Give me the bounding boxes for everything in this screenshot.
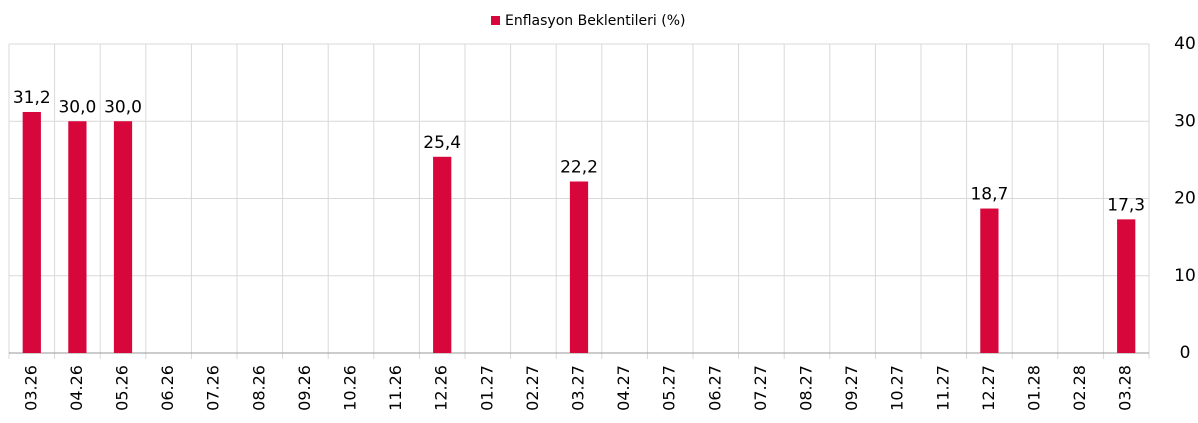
- x-tick-label: 08.27: [797, 365, 816, 411]
- x-tick-label: 04.27: [614, 365, 633, 411]
- legend-label: Enflasyon Beklentileri (%): [505, 13, 686, 29]
- bar: [433, 156, 452, 353]
- x-tick-label: 10.26: [341, 365, 360, 411]
- x-tick-label: 01.28: [1025, 365, 1044, 411]
- bar: [22, 111, 41, 353]
- x-tick-label: 03.26: [21, 365, 40, 411]
- x-tick-label: 05.27: [660, 365, 679, 411]
- x-tick-label: 09.26: [295, 365, 314, 411]
- bar: [68, 121, 87, 353]
- value-label: 30,0: [58, 97, 96, 117]
- bar: [1117, 219, 1136, 353]
- value-label: 30,0: [104, 97, 142, 117]
- legend-swatch: [491, 16, 500, 25]
- x-tick-label: 09.27: [842, 365, 861, 411]
- y-tick-label: 30: [1174, 111, 1196, 131]
- x-tick-label: 07.27: [751, 365, 770, 411]
- y-tick-label: 20: [1174, 189, 1196, 209]
- x-tick-label: 08.26: [249, 365, 268, 411]
- bar: [113, 121, 133, 353]
- x-tick-label: 11.27: [933, 365, 952, 411]
- x-tick-label: 06.27: [705, 365, 724, 411]
- x-tick-label: 11.26: [386, 365, 405, 411]
- y-tick-label: 10: [1174, 266, 1196, 286]
- bar: [569, 181, 589, 353]
- x-tick-label: 12.26: [432, 365, 451, 411]
- y-tick-label: 0: [1180, 343, 1191, 363]
- x-tick-label: 10.27: [888, 365, 907, 411]
- x-tick-label: 06.26: [158, 365, 177, 411]
- x-tick-label: 02.27: [523, 365, 542, 411]
- x-tick-label: 03.27: [569, 365, 588, 411]
- x-tick-label: 12.27: [979, 365, 998, 411]
- value-label: 25,4: [423, 133, 461, 153]
- x-tick-label: 05.26: [113, 365, 132, 411]
- bar: [980, 208, 999, 353]
- x-tick-label: 04.26: [67, 365, 86, 411]
- value-label: 18,7: [970, 185, 1008, 205]
- x-tick-label: 01.27: [477, 365, 496, 411]
- y-tick-label: 40: [1174, 34, 1196, 54]
- value-label: 22,2: [560, 158, 598, 178]
- x-tick-label: 02.28: [1070, 365, 1089, 411]
- x-tick-label: 03.28: [1116, 365, 1135, 411]
- x-tick-label: 07.26: [204, 365, 223, 411]
- value-label: 17,3: [1107, 195, 1145, 215]
- value-label: 31,2: [13, 88, 51, 108]
